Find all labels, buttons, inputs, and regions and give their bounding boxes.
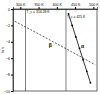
y-tick: −10	[4, 90, 13, 94]
series-point	[90, 82, 92, 84]
x-tick-mark	[20, 7, 21, 9]
x-tick-label: 350 K	[34, 3, 44, 7]
series-point	[75, 36, 77, 38]
x-tick: 350 K	[34, 3, 44, 9]
x-axis: 300 K 350 K 400 K 450 K 500 K	[14, 3, 100, 10]
y-tick-label: −8	[6, 73, 10, 77]
y-tick: −2	[6, 24, 13, 28]
y-tick: −4	[6, 40, 13, 44]
y-tick-label: −2	[6, 24, 10, 28]
y-tick-mark	[11, 91, 13, 92]
x-tick-label: 300 K	[16, 3, 26, 7]
x-tick-label: 450 K	[71, 3, 81, 7]
x-tick: 450 K	[71, 3, 81, 9]
y-tick: −8	[6, 73, 13, 77]
y-tick-label: −4	[6, 40, 10, 44]
y-tick-mark	[11, 58, 13, 59]
series-line	[69, 14, 91, 83]
y-tick-mark	[11, 25, 13, 26]
series-label: α	[81, 43, 85, 49]
x-tick-mark	[57, 7, 58, 9]
marks	[15, 9, 95, 91]
chart-svg: 300 K 350 K 400 K 450 K 500 K −10 −8 −6 −4 −2 0 T_c…	[0, 0, 100, 95]
x-tick-mark	[93, 7, 94, 9]
y-tick: 0	[8, 8, 13, 12]
y-tick-mark	[11, 9, 13, 10]
plot-area: 300 K 350 K 400 K 450 K 500 K −10 −8 −6 −4 −2 0 T_c…	[4, 3, 99, 94]
tc-line	[65, 9, 66, 91]
y-tick-mark	[11, 42, 13, 43]
y-axis: −10 −8 −6 −4 −2 0	[4, 8, 14, 94]
x-tick: 500 K	[89, 3, 99, 9]
series-line	[15, 21, 95, 64]
chart-container: 300 K 350 K 400 K 450 K 500 K −10 −8 −6 −4 −2 0 T_c…	[0, 0, 100, 95]
series-point	[86, 70, 88, 72]
x-tick-label: 400 K	[53, 3, 63, 7]
x-tick: 300 K	[16, 3, 26, 9]
plot-frame	[13, 9, 97, 91]
y-tick-label: −10	[4, 90, 10, 94]
series-label: β	[49, 42, 52, 48]
y-tick-mark	[11, 75, 13, 76]
x-tick-mark	[39, 7, 40, 9]
tc-label: T_c = 425 K	[67, 15, 86, 19]
tc-line	[25, 9, 26, 91]
y-axis-line	[11, 10, 14, 92]
x-tick: 400 K	[53, 3, 63, 9]
series-point	[82, 59, 84, 61]
y-tick-label: 0	[8, 8, 10, 12]
x-tick-label: 500 K	[89, 3, 99, 7]
tc-label: T_c = 314.28 K	[27, 10, 51, 14]
y-tick-label: −6	[6, 57, 10, 61]
series-point	[71, 25, 73, 27]
y-axis-title: ln τ	[0, 47, 5, 53]
x-tick-mark	[75, 7, 76, 9]
y-tick: −6	[6, 57, 13, 61]
